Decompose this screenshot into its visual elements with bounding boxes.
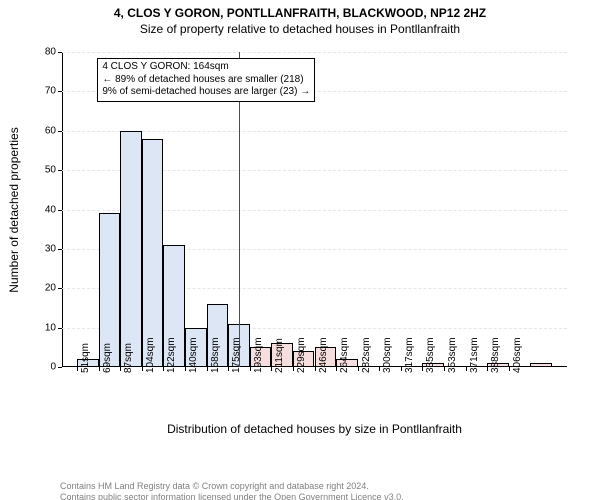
x-tick-mark <box>99 367 100 371</box>
x-tick-label: 353sqm <box>447 337 458 373</box>
y-tick-label: 30 <box>45 243 62 254</box>
x-tick-label: 317sqm <box>404 337 415 373</box>
x-tick-mark <box>142 367 143 371</box>
x-tick-label: 264sqm <box>339 337 350 373</box>
grid-line <box>62 52 567 53</box>
x-tick-label: 211sqm <box>274 338 285 373</box>
histogram-bar <box>142 139 164 367</box>
footer-line-2: Contains public sector information licen… <box>60 492 404 500</box>
chart-area: 0 10 20 30 40 50 60 70 80 51sqm 69sqm 87sqm 104sqm 12… <box>0 44 600 444</box>
x-tick-label: 51sqm <box>80 343 91 373</box>
x-tick-label: 193sqm <box>253 337 264 373</box>
x-tick-mark <box>271 367 272 371</box>
histogram-bar <box>120 131 142 367</box>
x-tick-mark <box>487 367 488 371</box>
x-tick-mark <box>509 367 510 371</box>
x-tick-mark <box>293 367 294 371</box>
x-tick-mark <box>250 367 251 371</box>
y-tick-label: 70 <box>45 86 62 97</box>
annot-line-2: ← 89% of detached houses are smaller (21… <box>102 74 310 87</box>
x-tick-label: 87sqm <box>123 343 134 373</box>
annot-line-3: 9% of semi-detached houses are larger (2… <box>102 86 310 99</box>
y-axis-label: Number of detached properties <box>7 127 21 292</box>
x-tick-mark <box>422 367 423 371</box>
x-tick-mark <box>185 367 186 371</box>
x-tick-label: 158sqm <box>210 337 221 373</box>
y-tick-label: 80 <box>45 47 62 58</box>
x-tick-mark <box>466 367 467 371</box>
annotation-box: 4 CLOS Y GORON: 164sqm← 89% of detached … <box>97 58 315 102</box>
y-tick-label: 0 <box>50 362 62 373</box>
y-tick-label: 60 <box>45 125 62 136</box>
x-tick-label: 335sqm <box>425 337 436 373</box>
x-tick-mark <box>163 367 164 371</box>
x-tick-mark <box>444 367 445 371</box>
x-tick-mark <box>120 367 121 371</box>
x-tick-label: 175sqm <box>231 337 242 373</box>
y-tick-label: 10 <box>45 322 62 333</box>
page-title-address: 4, CLOS Y GORON, PONTLLANFRAITH, BLACKWO… <box>0 6 600 20</box>
x-tick-label: 69sqm <box>102 343 113 373</box>
histogram-bar <box>530 363 552 367</box>
footer-line-1: Contains HM Land Registry data © Crown c… <box>60 481 404 491</box>
x-tick-label: 300sqm <box>382 337 393 373</box>
x-tick-label: 246sqm <box>318 337 329 373</box>
x-tick-label: 229sqm <box>296 337 307 373</box>
x-tick-label: 406sqm <box>512 337 523 373</box>
y-tick-label: 40 <box>45 204 62 215</box>
x-tick-label: 282sqm <box>361 337 372 373</box>
x-tick-mark <box>207 367 208 371</box>
annot-line-1: 4 CLOS Y GORON: 164sqm <box>102 61 310 74</box>
x-tick-label: 388sqm <box>490 337 501 373</box>
x-tick-label: 140sqm <box>188 337 199 373</box>
page-title-subtitle: Size of property relative to detached ho… <box>0 22 600 36</box>
x-tick-mark <box>358 367 359 371</box>
x-tick-mark <box>315 367 316 371</box>
x-tick-label: 371sqm <box>469 337 480 373</box>
x-tick-mark <box>336 367 337 371</box>
x-tick-mark <box>228 367 229 371</box>
x-tick-mark <box>77 367 78 371</box>
x-tick-mark <box>379 367 380 371</box>
attribution-footer: Contains HM Land Registry data © Crown c… <box>60 481 404 500</box>
x-axis-label: Distribution of detached houses by size … <box>167 422 462 436</box>
y-tick-label: 20 <box>45 283 62 294</box>
x-tick-label: 122sqm <box>166 337 177 373</box>
y-tick-label: 50 <box>45 165 62 176</box>
x-tick-mark <box>401 367 402 371</box>
plot-box: 0102030405060708051sqm69sqm87sqm104sqm12… <box>62 52 567 367</box>
x-tick-label: 104sqm <box>145 337 156 373</box>
